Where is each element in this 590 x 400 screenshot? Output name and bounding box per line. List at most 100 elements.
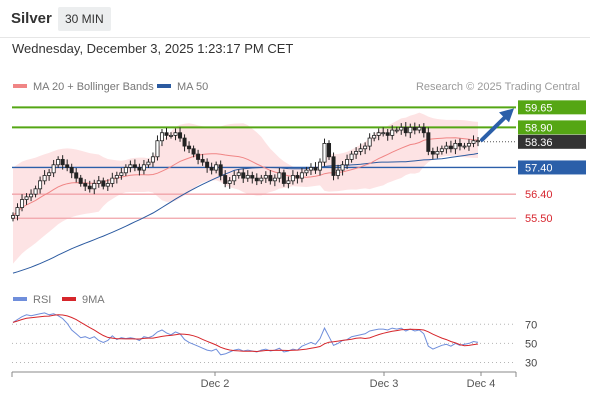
candle-body xyxy=(87,185,92,190)
candle-body xyxy=(349,153,354,160)
candle-body xyxy=(457,143,462,147)
candle-body xyxy=(367,137,372,147)
candle-body xyxy=(200,159,205,163)
candle-body xyxy=(313,167,318,171)
forecast-arrow-head xyxy=(499,108,514,123)
candle-body xyxy=(38,180,43,190)
candle-body xyxy=(69,167,74,174)
candle-body xyxy=(430,151,435,155)
candle-body xyxy=(47,172,52,176)
chart-header: Silver 30 MIN xyxy=(0,0,590,38)
candle-body xyxy=(245,175,250,179)
candle-body xyxy=(173,132,178,136)
candle-body xyxy=(227,180,232,184)
candle-body xyxy=(453,143,458,150)
legend-label-ma50: MA 50 xyxy=(177,81,208,93)
last-price-label: 58.36 xyxy=(525,137,553,149)
candle-body xyxy=(358,148,363,152)
candle-body xyxy=(205,161,210,168)
candle-body xyxy=(363,145,368,150)
candle-body xyxy=(132,164,137,168)
timeframe-button[interactable]: 30 MIN xyxy=(58,7,111,31)
candle-body xyxy=(390,129,395,136)
candle-body xyxy=(336,169,341,176)
candle-body xyxy=(65,164,70,168)
candle-body xyxy=(439,148,444,152)
candle-body xyxy=(394,129,399,132)
candle-body xyxy=(354,151,359,155)
candle-body xyxy=(385,132,390,136)
candle-body xyxy=(10,215,15,219)
candle-body xyxy=(345,159,350,166)
candle-body xyxy=(42,175,47,182)
candle-body xyxy=(372,134,377,139)
candle-body xyxy=(60,159,65,166)
candle-body xyxy=(236,172,241,176)
candle-body xyxy=(376,132,381,136)
rsi-legend-swatch-rsi xyxy=(13,297,27,301)
level-label-57-40: 57.40 xyxy=(525,162,553,174)
candle-body xyxy=(214,164,219,171)
level-label-58-90: 58.90 xyxy=(525,122,553,134)
candle-body xyxy=(254,177,259,182)
candle-body xyxy=(475,140,480,143)
instrument-title: Silver xyxy=(11,10,52,27)
candle-body xyxy=(290,175,295,182)
legend-swatch-ma20 xyxy=(13,84,27,88)
candle-body xyxy=(232,175,237,182)
candle-body xyxy=(322,143,327,163)
candle-body xyxy=(462,145,467,148)
candle-body xyxy=(159,132,164,142)
rsi-tick-50: 50 xyxy=(525,338,537,350)
candle-body xyxy=(155,140,160,158)
legend-swatch-ma50 xyxy=(157,84,171,88)
forecast-arrow-shaft xyxy=(480,114,508,142)
candle-body xyxy=(78,177,83,184)
candle-body xyxy=(209,167,214,171)
x-tick-label-1: Dec 3 xyxy=(370,378,399,390)
candle-body xyxy=(327,143,332,158)
candle-body xyxy=(56,159,61,166)
header-divider xyxy=(0,37,590,38)
candles-group xyxy=(10,122,480,222)
x-tick-label-2: Dec 4 xyxy=(467,378,496,390)
rsi-legend-swatch-9ma xyxy=(62,297,76,301)
rsi-tick-30: 30 xyxy=(525,357,537,369)
candle-body xyxy=(119,172,124,176)
rsi-legend-label-rsi: RSI xyxy=(33,294,51,306)
candle-body xyxy=(141,164,146,171)
candle-body xyxy=(295,175,300,179)
level-tag-57-40 xyxy=(518,160,586,175)
candle-body xyxy=(33,188,38,195)
candle-body xyxy=(299,172,304,179)
candle-body xyxy=(272,177,277,182)
candle-body xyxy=(128,164,133,168)
candle-body xyxy=(178,132,183,139)
candle-body xyxy=(114,175,119,179)
candle-body xyxy=(110,177,115,184)
candle-body xyxy=(191,148,196,155)
candle-body xyxy=(250,175,255,179)
candle-body xyxy=(435,151,440,155)
candle-body xyxy=(277,172,282,179)
candle-body xyxy=(448,145,453,150)
candle-body xyxy=(101,180,106,187)
candle-body xyxy=(286,180,291,184)
candle-body xyxy=(381,132,386,135)
candle-body xyxy=(15,207,20,216)
x-tick-label-0: Dec 2 xyxy=(201,378,230,390)
candle-body xyxy=(105,183,110,187)
candle-body xyxy=(471,140,476,144)
candle-body xyxy=(196,153,201,160)
ma20-line xyxy=(12,137,479,216)
candle-body xyxy=(412,126,417,131)
candle-body xyxy=(259,177,264,182)
candle-body xyxy=(444,145,449,150)
candle-body xyxy=(403,126,408,134)
candle-body xyxy=(51,164,56,174)
candle-body xyxy=(223,175,228,184)
watermark: Research © 2025 Trading Central xyxy=(416,81,580,93)
last-price-tag xyxy=(518,134,586,149)
